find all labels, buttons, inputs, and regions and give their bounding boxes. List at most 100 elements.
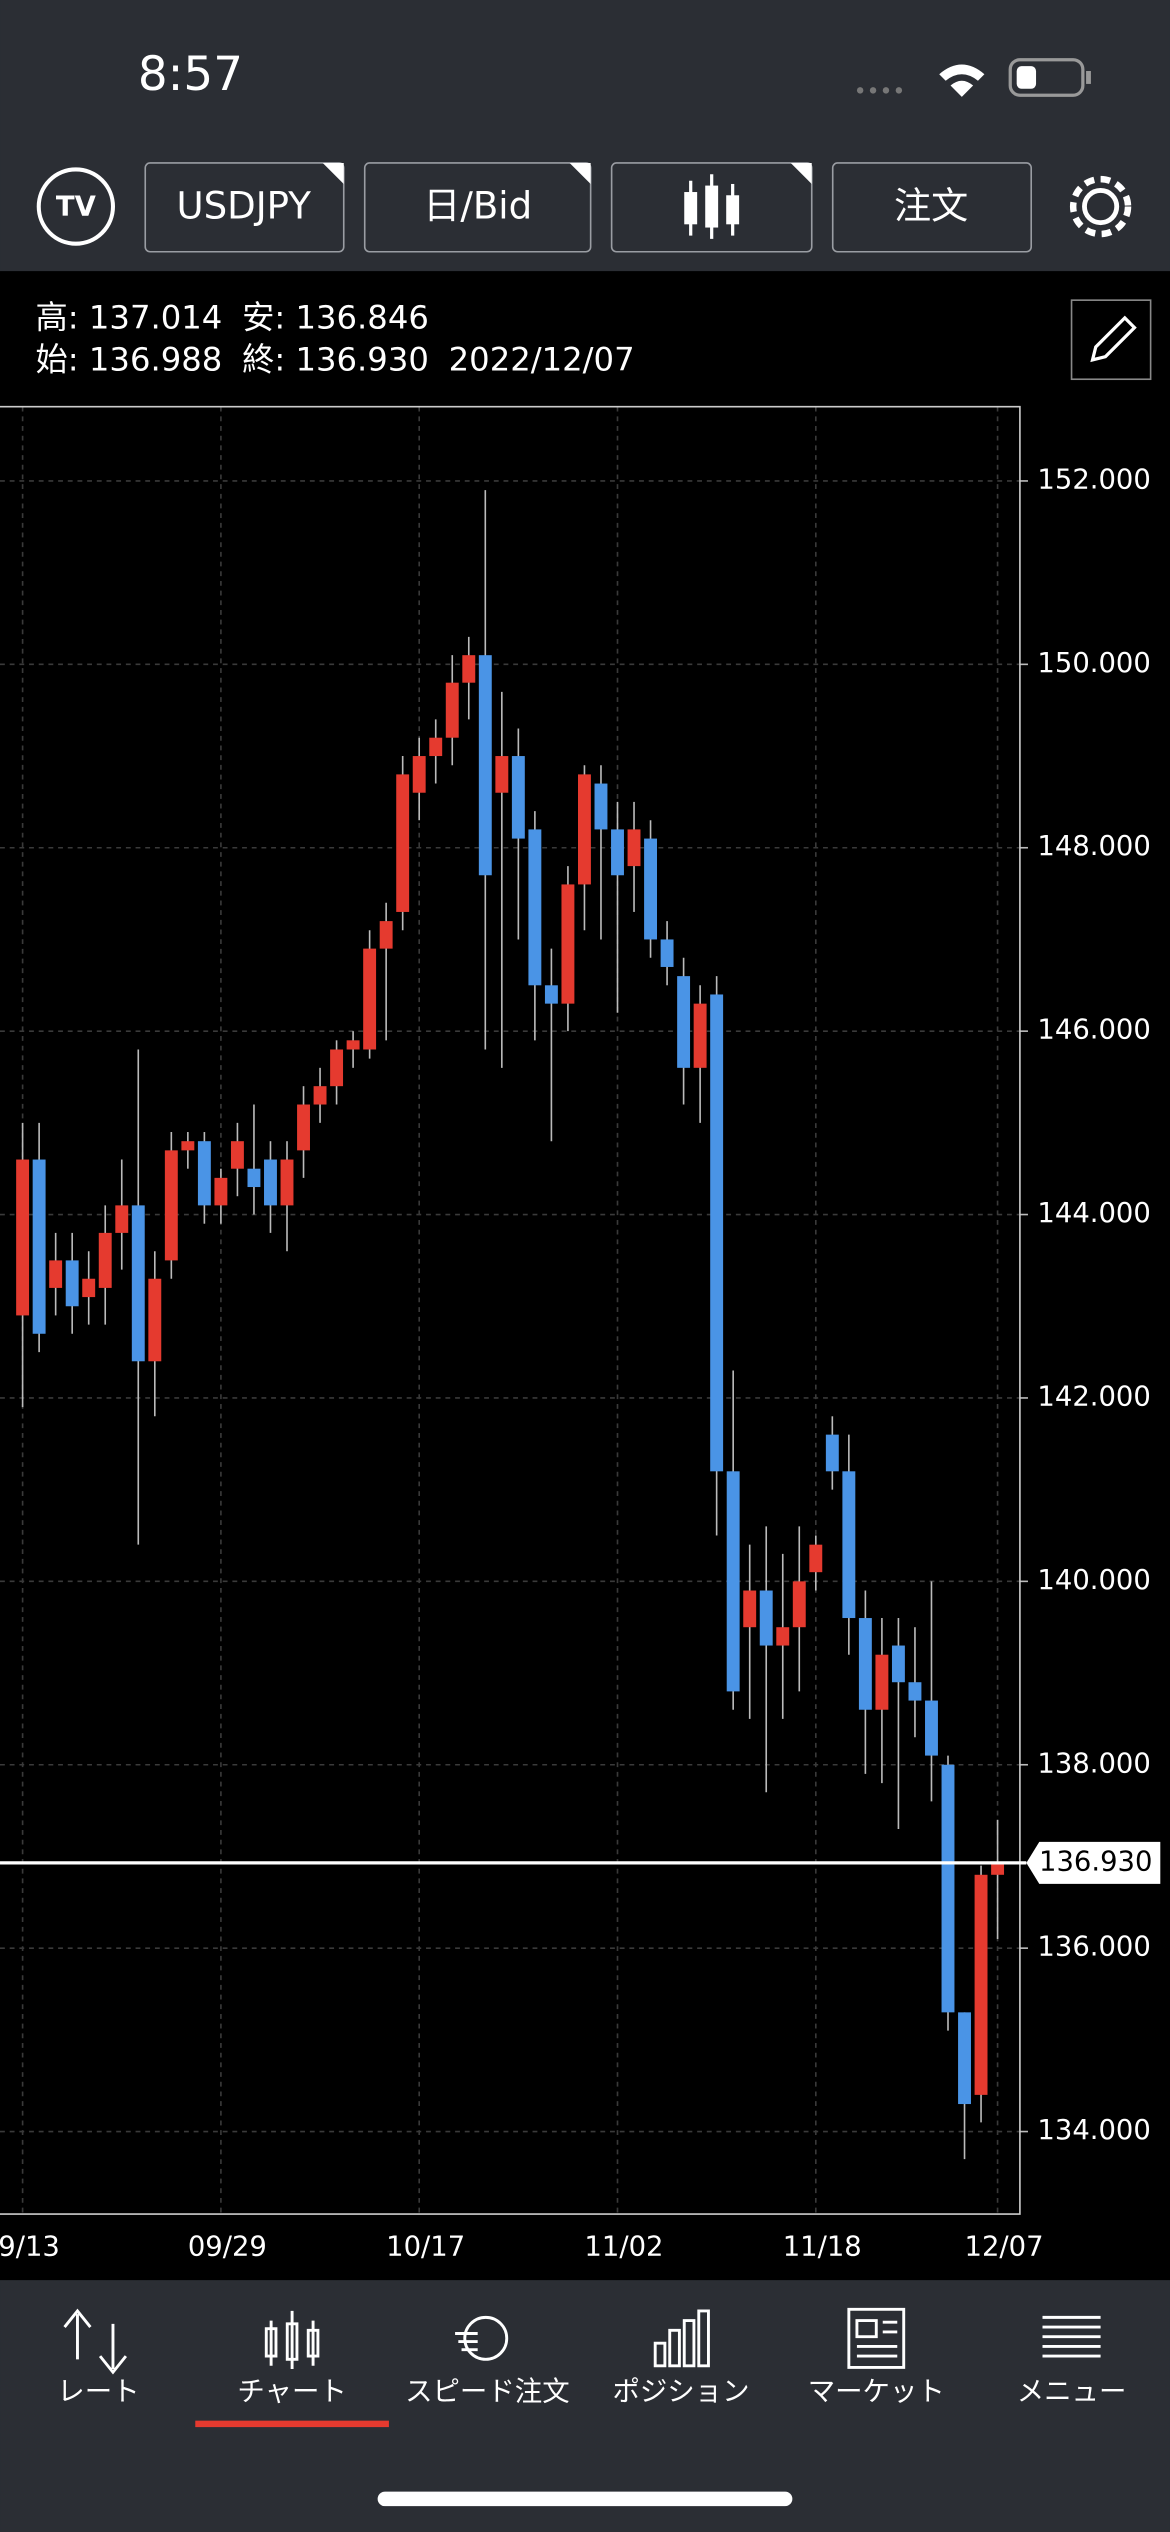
candle-body	[495, 756, 509, 793]
draw-button[interactable]	[1070, 299, 1152, 381]
candle-body	[197, 1141, 211, 1206]
candle-body	[280, 1159, 294, 1206]
nav-label: スピード注文	[405, 2377, 570, 2408]
nav-label: レート	[57, 2377, 139, 2408]
y-tick-label: 144.000	[1037, 1198, 1150, 1229]
timeframe-button[interactable]: 日/Bid	[363, 162, 592, 253]
nav-bar	[0, 2280, 1170, 2532]
x-tick-label: 10/17	[386, 2231, 465, 2262]
candle-body	[644, 838, 658, 940]
candle-body	[297, 1104, 310, 1151]
order-button[interactable]: 注文	[831, 162, 1033, 253]
candle-body	[759, 1590, 773, 1646]
nav-icon	[63, 2308, 128, 2375]
settings-button[interactable]	[1069, 175, 1132, 238]
nav-item[interactable]: スピード注文	[405, 2315, 570, 2408]
candle-body	[214, 1177, 228, 1206]
candle-body	[330, 1049, 344, 1087]
nav-icon	[1042, 2315, 1101, 2358]
symbol-label: USDJPY	[176, 185, 311, 228]
candle-body	[577, 774, 591, 885]
candle-body	[230, 1141, 244, 1169]
nav-item[interactable]: チャート	[237, 2310, 347, 2408]
candle-body	[991, 1862, 1005, 1875]
candle-body	[313, 1086, 327, 1105]
candle-body	[363, 948, 377, 1050]
info-open: 始: 136.988	[36, 340, 223, 378]
x-tick-label: 11/18	[783, 2231, 862, 2262]
candle-body	[32, 1159, 46, 1334]
candle-body	[941, 1764, 955, 2013]
candle-body	[148, 1278, 162, 1362]
last-price-label: 136.930	[1039, 1846, 1152, 1877]
nav-item[interactable]: マーケット	[808, 2307, 945, 2408]
candle-body	[445, 682, 459, 738]
candle-body	[858, 1618, 872, 1710]
y-tick-label: 138.000	[1037, 1748, 1150, 1779]
candle-body	[677, 976, 691, 1068]
nav-label: チャート	[237, 2377, 346, 2408]
nav-active-indicator	[195, 2420, 389, 2428]
candle-body	[627, 829, 641, 867]
y-tick-label: 146.000	[1037, 1015, 1150, 1046]
candle-body	[49, 1260, 63, 1288]
y-tick-label: 140.000	[1037, 1565, 1150, 1596]
logo-button[interactable]: TV	[36, 167, 115, 246]
nav-label: ポジション	[612, 2377, 749, 2408]
candle-body	[511, 756, 525, 839]
candle-body	[131, 1205, 145, 1362]
candle-body	[611, 829, 624, 876]
candle-body	[462, 655, 476, 683]
candle-body	[726, 1471, 740, 1692]
candle-body	[891, 1645, 905, 1683]
candle-body	[115, 1205, 129, 1233]
symbol-button[interactable]: USDJPY	[144, 162, 345, 253]
info-close: 終: 136.930	[242, 340, 429, 378]
candle-body	[809, 1544, 823, 1573]
candle-body	[693, 1003, 707, 1068]
candle-body	[908, 1682, 922, 1701]
plot-border	[0, 405, 1021, 2215]
candle-body	[412, 756, 426, 793]
nav-label: マーケット	[808, 2377, 945, 2408]
last-price-tag	[1026, 1841, 1161, 1884]
candle-body	[98, 1232, 112, 1288]
chart-type-button[interactable]	[610, 162, 813, 253]
candle-body	[842, 1471, 856, 1619]
candle-body	[743, 1590, 757, 1628]
y-tick-label: 134.000	[1037, 2115, 1150, 2146]
candle-body	[65, 1260, 79, 1307]
y-tick-label: 152.000	[1037, 464, 1150, 495]
candle-body	[594, 783, 608, 830]
nav-icon	[264, 2310, 320, 2370]
top-bar	[0, 0, 1170, 272]
candle-body	[181, 1141, 195, 1151]
candle-body	[528, 829, 542, 986]
status-icons	[856, 58, 1091, 97]
nav-item[interactable]: レート	[57, 2308, 140, 2408]
candle-body	[974, 1874, 988, 2095]
candle-body	[792, 1581, 806, 1628]
candle-body	[776, 1627, 790, 1646]
nav-icon	[847, 2307, 906, 2369]
candle-body	[660, 939, 674, 967]
candle-body	[544, 985, 558, 1004]
x-tick-label: 9/13	[0, 2231, 60, 2262]
nav-icon	[653, 2309, 710, 2368]
y-tick-label: 136.000	[1037, 1932, 1150, 1963]
nav-label: メニュー	[1017, 2377, 1127, 2408]
order-label: 注文	[894, 185, 968, 228]
candle-body	[346, 1040, 360, 1050]
candle-body	[710, 994, 724, 1472]
candle-body	[396, 774, 410, 912]
candle-body	[429, 737, 443, 757]
nav-item[interactable]: ポジション	[612, 2309, 750, 2408]
candle-body	[264, 1159, 277, 1206]
x-tick-label: 11/02	[584, 2231, 663, 2262]
x-tick-label: 09/29	[188, 2231, 267, 2262]
nav-item[interactable]: メニュー	[1017, 2315, 1127, 2408]
candle-body	[16, 1159, 30, 1316]
status-time: 8:57	[138, 48, 243, 102]
candle-body	[478, 655, 492, 876]
